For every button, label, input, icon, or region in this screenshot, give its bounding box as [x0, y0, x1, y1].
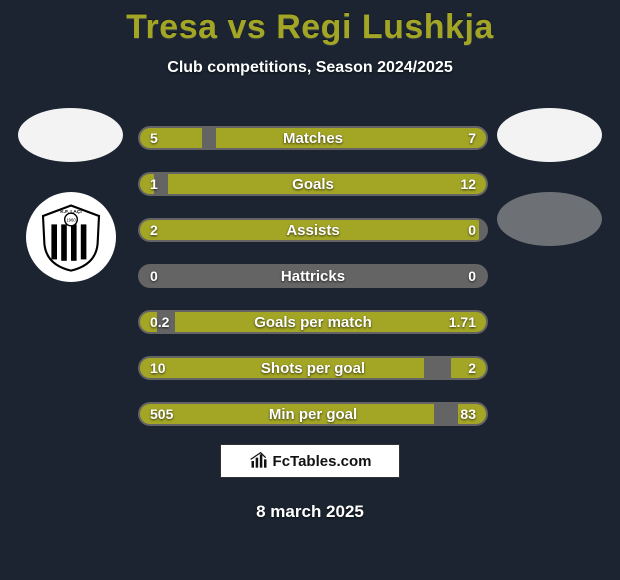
- left-players-column: 1960 K.F. LAÇI: [18, 108, 123, 312]
- brand-badge[interactable]: FcTables.com: [220, 444, 400, 478]
- stat-value-right: 0: [468, 220, 476, 240]
- footer-date: 8 march 2025: [256, 502, 364, 522]
- stat-row: 5Matches7: [138, 126, 488, 150]
- stat-value-right: 1.71: [449, 312, 476, 332]
- stat-value-right: 83: [460, 404, 476, 424]
- stat-value-right: 2: [468, 358, 476, 378]
- stat-row: 505Min per goal83: [138, 402, 488, 426]
- stats-bars: 5Matches71Goals122Assists00Hattricks00.2…: [138, 126, 488, 448]
- stat-label: Goals: [140, 174, 486, 194]
- chart-icon: [249, 451, 269, 471]
- stat-label: Min per goal: [140, 404, 486, 424]
- stat-row: 1Goals12: [138, 172, 488, 196]
- stat-label: Matches: [140, 128, 486, 148]
- stat-row: 0.2Goals per match1.71: [138, 310, 488, 334]
- stat-value-right: 0: [468, 266, 476, 286]
- player-placeholder: [497, 108, 602, 162]
- stat-label: Goals per match: [140, 312, 486, 332]
- stat-label: Hattricks: [140, 266, 486, 286]
- stat-value-right: 7: [468, 128, 476, 148]
- svg-text:1960: 1960: [66, 218, 76, 223]
- player-placeholder: [18, 108, 123, 162]
- stat-row: 2Assists0: [138, 218, 488, 242]
- player-placeholder: [497, 192, 602, 246]
- svg-text:K.F. LAÇI: K.F. LAÇI: [60, 209, 82, 215]
- page-subtitle: Club competitions, Season 2024/2025: [0, 59, 620, 77]
- stat-row: 10Shots per goal2: [138, 356, 488, 380]
- kf-laci-crest: 1960 K.F. LAÇI: [26, 192, 116, 282]
- stat-row: 0Hattricks0: [138, 264, 488, 288]
- right-players-column: [497, 108, 602, 276]
- stat-label: Assists: [140, 220, 486, 240]
- brand-text: FcTables.com: [273, 453, 372, 470]
- stat-label: Shots per goal: [140, 358, 486, 378]
- page-title: Tresa vs Regi Lushkja: [0, 0, 620, 47]
- stat-value-right: 12: [460, 174, 476, 194]
